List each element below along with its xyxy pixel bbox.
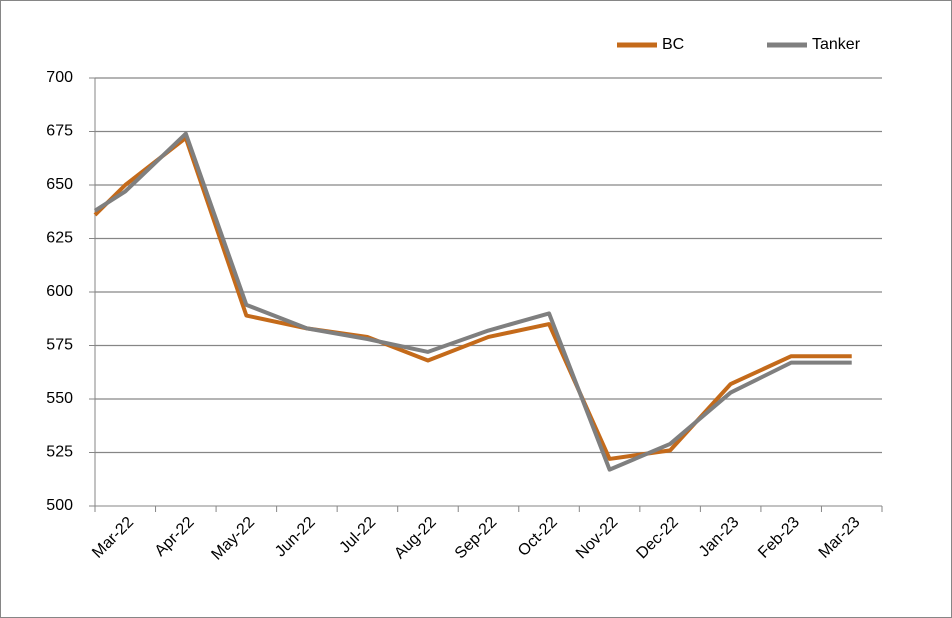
y-tick-label: 625 <box>46 230 73 247</box>
y-tick-label: 575 <box>46 337 73 354</box>
y-tick-label: 550 <box>46 390 73 407</box>
y-tick-label: 525 <box>46 444 73 461</box>
legend-label: BC <box>662 36 684 53</box>
y-tick-label: 700 <box>46 69 73 86</box>
y-tick-label: 675 <box>46 123 73 140</box>
y-tick-label: 650 <box>46 176 73 193</box>
legend-label: Tanker <box>812 36 861 53</box>
series-line <box>93 131 852 472</box>
y-tick-label: 600 <box>46 283 73 300</box>
y-tick-label: 500 <box>46 497 73 514</box>
